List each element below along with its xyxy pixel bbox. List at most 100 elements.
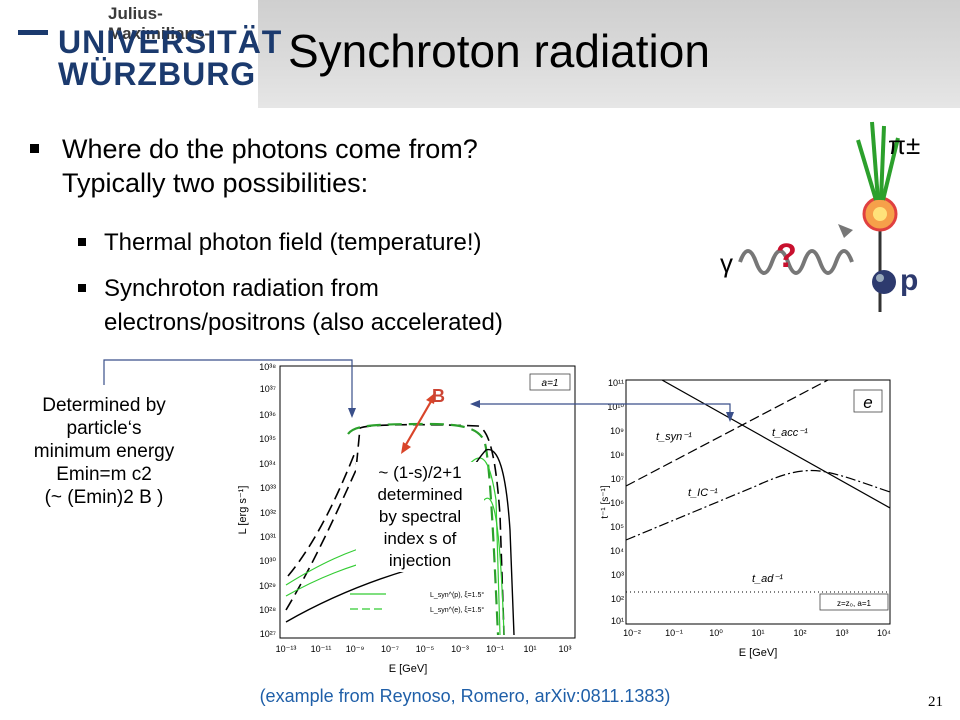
curve-proton-green-dashed <box>347 422 500 636</box>
sub-bullet-2-line-1: Synchroton radiation from <box>104 275 379 302</box>
pion-track-3 <box>879 125 886 201</box>
y-tick-label: 10³³ <box>260 483 276 493</box>
b-arrow-line <box>403 397 434 449</box>
curve-syn <box>625 379 829 487</box>
sub-bullet-1: Thermal photon field (temperature!) <box>78 226 482 260</box>
pion-track-1 <box>856 139 878 201</box>
y-tick-label: 10⁵ <box>610 522 624 532</box>
b-arrow-head-up <box>426 392 436 404</box>
x-tick-label: 10² <box>793 628 806 638</box>
x-tick-label: 10³ <box>558 644 571 654</box>
b-arrow-head-down <box>401 442 411 454</box>
x-ticks: 10⁻¹³ 10⁻¹¹ 10⁻⁹ 10⁻⁷ 10⁻⁵ 10⁻³ 10⁻¹ 10¹… <box>276 644 572 654</box>
proton-highlight <box>876 274 884 282</box>
logo-line-1: UNIVERSITÄT <box>58 24 283 60</box>
x-tick-label: 10⁻¹ <box>665 628 683 638</box>
proton-label: p <box>900 264 918 297</box>
annotation-line: Emin=m c2 <box>56 464 152 485</box>
y-tick-label: 10¹ <box>611 616 624 626</box>
timescale-chart: 10¹¹ 10¹⁰ 10⁹ 10⁸ 10⁷ 10⁶ 10⁵ 10⁴ 10³ 10… <box>600 378 891 659</box>
y-tick-label: 10¹¹ <box>608 378 624 388</box>
connector-left <box>103 359 353 410</box>
y-axis-label: t⁻¹ [s⁻¹] <box>600 485 611 519</box>
photon-arrowhead <box>838 224 853 238</box>
sub-bullet-2-line-2: electrons/positrons (also accelerated) <box>104 309 503 336</box>
x-tick-label: 10³ <box>835 628 848 638</box>
x-axis-label: E [GeV] <box>389 663 428 675</box>
bullet-square <box>30 144 39 153</box>
slide-title: Synchroton radiation <box>288 25 710 77</box>
plot-frame <box>625 379 891 625</box>
collision-core <box>873 207 887 221</box>
y-tick-label: 10³⁴ <box>259 459 276 469</box>
bullet-1-line-1: Where do the photons come from? <box>62 134 478 164</box>
logo-top-text: Julius-Maximilians- <box>108 4 211 43</box>
y-tick-label: 10²⁸ <box>259 605 276 615</box>
annotation-spectral-index: ~ (1-s)/2+1 determined by spectral index… <box>356 462 484 572</box>
y-tick-label: 10³⁸ <box>259 362 276 372</box>
pion-track-2 <box>870 121 880 201</box>
university-logo: Julius-Maximilians- UNIVERSITÄT WÜRZBURG <box>0 0 281 108</box>
logo-bar <box>18 30 48 35</box>
annotation-line: determined <box>377 485 463 504</box>
condition-label: z=z₀, a=1 <box>837 599 872 608</box>
sub-bullet-1-text: Thermal photon field (temperature!) <box>104 229 482 256</box>
bullet-square <box>78 238 86 246</box>
y-tick-label: 10³⁶ <box>259 410 276 420</box>
sub-bullet-2: Synchroton radiation from electrons/posi… <box>78 272 503 340</box>
param-box <box>853 389 883 413</box>
y-tick-label: 10³⁷ <box>260 384 276 394</box>
label-acc: t_acc⁻¹ <box>772 427 808 439</box>
x-tick-label: 10⁻⁷ <box>381 644 399 654</box>
bullet-1-line-2: Typically two possibilities: <box>62 168 369 198</box>
annotation-line: particle‘s <box>66 418 142 439</box>
logo-line-2: WÜRZBURG <box>58 56 257 92</box>
y-tick-label: 10³ <box>611 570 624 580</box>
x-tick-label: 10⁻⁹ <box>346 644 365 654</box>
curve-ic <box>625 469 891 541</box>
annotation-line: Determined by <box>42 395 166 416</box>
annotation-line: injection <box>388 551 452 570</box>
curve-acc <box>661 379 891 509</box>
curve-steep-black <box>287 449 357 577</box>
x-tick-label: 10¹ <box>751 628 764 638</box>
y-tick-label: 10³⁵ <box>259 434 276 444</box>
bullet-square <box>78 284 86 292</box>
param-box-label: e <box>863 393 872 412</box>
param-box-label: a=1 <box>542 378 559 389</box>
legend-entry-1: L_syn^(p), ξ=1.5° <box>430 591 484 599</box>
annotation-line: (~ (Emin)2 B ) <box>44 487 164 508</box>
pion-track-4 <box>881 137 900 201</box>
x-tick-label: 10¹ <box>523 644 536 654</box>
y-tick-label: 10¹⁰ <box>607 402 624 412</box>
x-tick-label: 10⁻¹³ <box>276 644 297 654</box>
x-tick-label: 10⁻² <box>623 628 641 638</box>
connector-left-arrowhead <box>348 408 356 418</box>
condition-box <box>819 593 889 611</box>
gamma-label: γ <box>720 248 733 278</box>
x-tick-label: 10⁻¹¹ <box>311 644 332 654</box>
connector-right-arrowhead <box>470 400 480 408</box>
x-ticks: 10⁻² 10⁻¹ 10⁰ 10¹ 10² 10³ 10⁴ <box>623 628 891 638</box>
connector-right <box>478 403 731 416</box>
bullet-1: Where do the photons come from? Typicall… <box>30 132 478 200</box>
figure-caption: (example from Reynoso, Romero, arXiv:081… <box>259 686 671 706</box>
y-tick-label: 10⁸ <box>610 450 624 460</box>
y-tick-label: 10³¹ <box>260 532 276 542</box>
annotation-line: by spectral <box>378 507 462 526</box>
b-field-label: B <box>432 386 445 406</box>
label-ad: t_ad⁻¹ <box>752 573 783 585</box>
y-tick-label: 10³² <box>260 508 276 518</box>
connector-right-arrowhead-2 <box>726 412 734 422</box>
y-ticks: 10³⁸ 10³⁷ 10³⁶ 10³⁵ 10³⁴ 10³³ 10³² 10³¹ … <box>259 362 276 639</box>
pion-label: π± <box>888 130 920 160</box>
interaction-diagram: γ ? π± p <box>720 121 920 312</box>
x-tick-label: 10⁻¹ <box>486 644 504 654</box>
y-ticks: 10¹¹ 10¹⁰ 10⁹ 10⁸ 10⁷ 10⁶ 10⁵ 10⁴ 10³ 10… <box>607 378 624 626</box>
x-tick-label: 10⁻³ <box>451 644 469 654</box>
legend-entry-2: L_syn^(e), ξ=1.5° <box>430 606 484 614</box>
y-tick-label: 10³⁰ <box>259 556 276 566</box>
label-syn: t_syn⁻¹ <box>656 431 692 443</box>
x-tick-label: 10⁰ <box>709 628 723 638</box>
